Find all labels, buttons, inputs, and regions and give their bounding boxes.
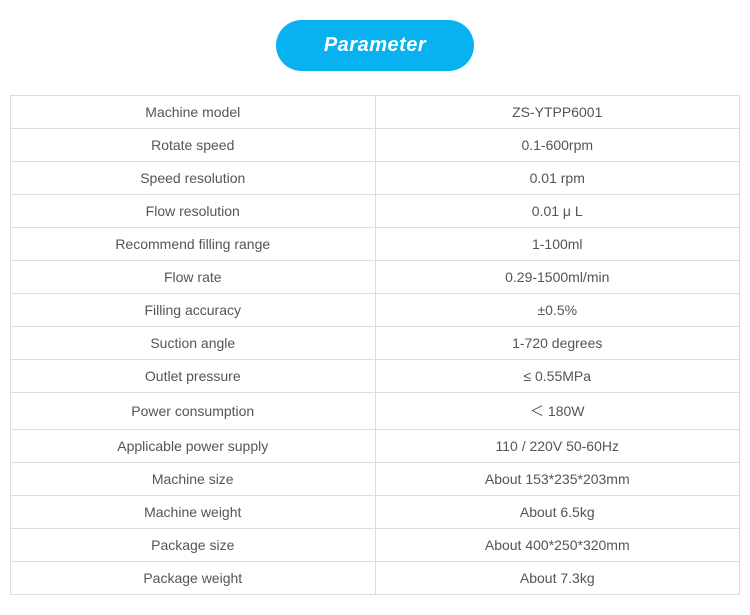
table-row: Outlet pressure≤ 0.55MPa: [11, 360, 740, 393]
table-row: Applicable power supply110 / 220V 50-60H…: [11, 430, 740, 463]
table-row: Speed resolution0.01 rpm: [11, 162, 740, 195]
param-label: Machine size: [11, 463, 376, 496]
param-label: Rotate speed: [11, 129, 376, 162]
param-label: Filling accuracy: [11, 294, 376, 327]
table-row: Flow rate0.29-1500ml/min: [11, 261, 740, 294]
param-value: 0.1-600rpm: [375, 129, 740, 162]
param-label: Recommend filling range: [11, 228, 376, 261]
param-value: ±0.5%: [375, 294, 740, 327]
param-label: Machine weight: [11, 496, 376, 529]
param-label: Applicable power supply: [11, 430, 376, 463]
table-row: Machine weightAbout 6.5kg: [11, 496, 740, 529]
table-row: Rotate speed0.1-600rpm: [11, 129, 740, 162]
param-label: Speed resolution: [11, 162, 376, 195]
param-value: 1-720 degrees: [375, 327, 740, 360]
param-value: 0.29-1500ml/min: [375, 261, 740, 294]
param-label: Package weight: [11, 562, 376, 595]
table-row: Machine modelZS-YTPP6001: [11, 96, 740, 129]
parameter-header-pill: Parameter: [276, 20, 474, 71]
table-row: Flow resolution0.01 μ L: [11, 195, 740, 228]
param-value: 1-100ml: [375, 228, 740, 261]
parameter-table: Machine modelZS-YTPP6001Rotate speed0.1-…: [10, 95, 740, 595]
param-label: Package size: [11, 529, 376, 562]
param-value: About 7.3kg: [375, 562, 740, 595]
param-label: Suction angle: [11, 327, 376, 360]
param-label: Flow resolution: [11, 195, 376, 228]
param-value: About 6.5kg: [375, 496, 740, 529]
table-row: Filling accuracy±0.5%: [11, 294, 740, 327]
param-value: 0.01 rpm: [375, 162, 740, 195]
param-value: 110 / 220V 50-60Hz: [375, 430, 740, 463]
param-label: Flow rate: [11, 261, 376, 294]
param-value: About 400*250*320mm: [375, 529, 740, 562]
param-value: ＜ 180W: [375, 393, 740, 430]
param-value: ZS-YTPP6001: [375, 96, 740, 129]
param-value: About 153*235*203mm: [375, 463, 740, 496]
param-label: Power consumption: [11, 393, 376, 430]
param-value: ≤ 0.55MPa: [375, 360, 740, 393]
table-row: Suction angle1-720 degrees: [11, 327, 740, 360]
param-label: Outlet pressure: [11, 360, 376, 393]
table-row: Power consumption＜ 180W: [11, 393, 740, 430]
header-container: Parameter: [10, 20, 740, 71]
param-value: 0.01 μ L: [375, 195, 740, 228]
table-row: Recommend filling range1-100ml: [11, 228, 740, 261]
table-row: Package sizeAbout 400*250*320mm: [11, 529, 740, 562]
table-row: Machine sizeAbout 153*235*203mm: [11, 463, 740, 496]
parameter-table-body: Machine modelZS-YTPP6001Rotate speed0.1-…: [11, 96, 740, 595]
param-label: Machine model: [11, 96, 376, 129]
table-row: Package weightAbout 7.3kg: [11, 562, 740, 595]
